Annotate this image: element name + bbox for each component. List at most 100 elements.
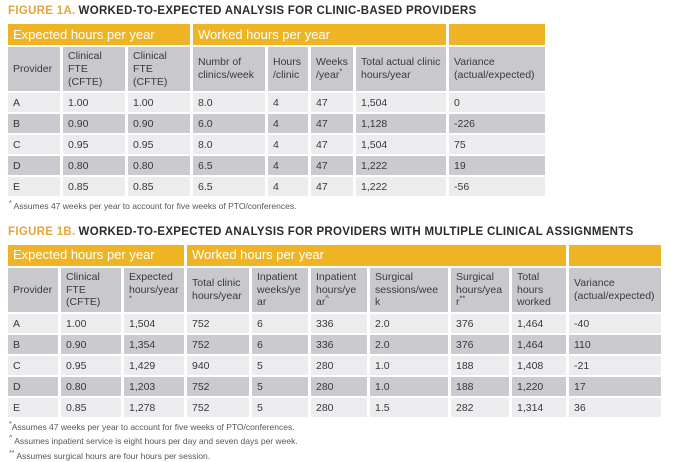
table-cell: 6.5 <box>193 177 265 197</box>
footnote-1b-1: *Assumes 47 weeks per year to account fo… <box>9 421 666 433</box>
table-cell: 0.95 <box>128 135 190 155</box>
table-cell: 6.5 <box>193 156 265 176</box>
table-cell: B <box>8 114 60 134</box>
col-header-weeks-per-year: Weeks/year* <box>311 47 353 92</box>
group-expected-hours: Expected hours per year <box>8 244 184 266</box>
footnote-1a: * Assumes 47 weeks per year to account f… <box>9 200 666 212</box>
table-cell: 1.0 <box>370 377 448 397</box>
footnote-text: Assumes 47 weeks per year to account for… <box>11 422 295 433</box>
figure-1a-title: FIGURE 1A. WORKED-TO-EXPECTED ANALYSIS FO… <box>8 5 666 17</box>
table-cell: C <box>8 356 58 376</box>
table-cell: 280 <box>311 398 367 418</box>
table-cell: 4 <box>268 156 308 176</box>
figure-1a-title-text: WORKED-TO-EXPECTED ANALYSIS FOR CLINIC-B… <box>78 5 477 17</box>
table-cell: 0.80 <box>61 377 121 397</box>
table-cell: 1,504 <box>124 314 184 334</box>
table-cell: 0.85 <box>63 177 125 197</box>
column-header-row: Provider Clinical FTE (CFTE) Expected ho… <box>8 267 661 313</box>
table-cell: 1.00 <box>61 314 121 334</box>
col-header-inpatient-hours: Inpatient hours/year^ <box>311 267 367 313</box>
col-header-clinical-fte: Clinical FTE (CFTE) <box>61 267 121 313</box>
table-cell: 752 <box>187 377 249 397</box>
table-row: D 0.80 0.80 6.5 4 47 1,222 19 <box>8 156 545 176</box>
col-header-variance: Variance (actual/expected) <box>449 47 545 92</box>
table-cell: 0 <box>449 93 545 113</box>
table-cell: 1,278 <box>124 398 184 418</box>
figure-1a-label: FIGURE 1A. <box>8 5 76 17</box>
table-cell: 1,464 <box>512 314 566 334</box>
table-cell: 752 <box>187 335 249 355</box>
col-header-expected-hours: Expected hours/year* <box>124 267 184 313</box>
table-cell: 752 <box>187 314 249 334</box>
group-empty <box>449 24 545 45</box>
table-cell: 0.85 <box>128 177 190 197</box>
group-header-row: Expected hours per year Worked hours per… <box>8 24 545 45</box>
footnote-marker: ** <box>9 449 15 457</box>
table-cell: 110 <box>569 335 661 355</box>
table-cell: 1,222 <box>356 156 446 176</box>
figure-1a: FIGURE 1A. WORKED-TO-EXPECTED ANALYSIS FO… <box>8 5 666 213</box>
footnote-marker: * <box>9 200 12 208</box>
table-cell: D <box>8 156 60 176</box>
table-1b: Expected hours per year Worked hours per… <box>5 243 664 419</box>
col-header-surgical-hours: Surgical hours/year** <box>451 267 509 313</box>
footnote-text: Assumes inpatient service is eight hours… <box>14 436 298 447</box>
table-cell: 8.0 <box>193 93 265 113</box>
col-header-total-actual-clinic-hours: Total actual clinic hours/year <box>356 47 446 92</box>
table-cell: 1,504 <box>356 135 446 155</box>
table-cell: 280 <box>311 356 367 376</box>
figure-1b-title-text: WORKED-TO-EXPECTED ANALYSIS FOR PROVIDER… <box>78 225 634 238</box>
table-cell: 1,220 <box>512 377 566 397</box>
table-cell: 4 <box>268 177 308 197</box>
table-row: D 0.80 1,203 752 5 280 1.0 188 1,220 17 <box>8 377 661 397</box>
table-cell: 6 <box>252 314 308 334</box>
col-header-provider: Provider <box>8 47 60 92</box>
table-cell: 188 <box>451 377 509 397</box>
col-header-total-clinic-hours: Total clinic hours/year <box>187 267 249 313</box>
table-cell: 47 <box>311 114 353 134</box>
col-header-surgical-sessions: Surgical sessions/week <box>370 267 448 313</box>
table-cell: E <box>8 177 60 197</box>
table-cell: 36 <box>569 398 661 418</box>
table-cell: 1,314 <box>512 398 566 418</box>
table-cell: -56 <box>449 177 545 197</box>
table-cell: C <box>8 135 60 155</box>
group-worked-hours: Worked hours per year <box>187 244 566 266</box>
table-cell: A <box>8 314 58 334</box>
table-cell: -21 <box>569 356 661 376</box>
col-header-variance: Variance (actual/expected) <box>569 267 661 313</box>
footnote-marker: * <box>9 421 12 429</box>
col-header-clinical-fte-1: Clinical FTE (CFTE) <box>63 47 125 92</box>
table-cell: 336 <box>311 314 367 334</box>
table-row: B 0.90 0.90 6.0 4 47 1,128 -226 <box>8 114 545 134</box>
col-header-total-hours-worked: Total hours worked <box>512 267 566 313</box>
group-header-row: Expected hours per year Worked hours per… <box>8 244 661 266</box>
table-cell: 1,128 <box>356 114 446 134</box>
table-cell: 1,429 <box>124 356 184 376</box>
table-cell: 2.0 <box>370 335 448 355</box>
table-cell: 6 <box>252 335 308 355</box>
table-row: A 1.00 1.00 8.0 4 47 1,504 0 <box>8 93 545 113</box>
col-header-number-of-clinics: Numbr of clinics/week <box>193 47 265 92</box>
table-cell: 1,354 <box>124 335 184 355</box>
table-cell: 1,504 <box>356 93 446 113</box>
footnote-marker: ^ <box>9 435 13 443</box>
table-cell: 282 <box>451 398 509 418</box>
table-row: C 0.95 0.95 8.0 4 47 1,504 75 <box>8 135 545 155</box>
table-cell: 6.0 <box>193 114 265 134</box>
table-cell: 47 <box>311 156 353 176</box>
table-cell: 47 <box>311 177 353 197</box>
table-row: E 0.85 0.85 6.5 4 47 1,222 -56 <box>8 177 545 197</box>
table-cell: 376 <box>451 314 509 334</box>
table-row: A 1.00 1,504 752 6 336 2.0 376 1,464 -40 <box>8 314 661 334</box>
table-row: B 0.90 1,354 752 6 336 2.0 376 1,464 110 <box>8 335 661 355</box>
col-header-inpatient-weeks: Inpatient weeks/year <box>252 267 308 313</box>
table-cell: B <box>8 335 58 355</box>
table-cell: 940 <box>187 356 249 376</box>
table-cell: 5 <box>252 398 308 418</box>
table-cell: 0.90 <box>63 114 125 134</box>
figure-1b-label: FIGURE 1B. <box>8 225 76 238</box>
table-cell: 47 <box>311 135 353 155</box>
footnote-text: Assumes 47 weeks per year to account for… <box>13 201 297 212</box>
table-cell: 0.80 <box>63 156 125 176</box>
